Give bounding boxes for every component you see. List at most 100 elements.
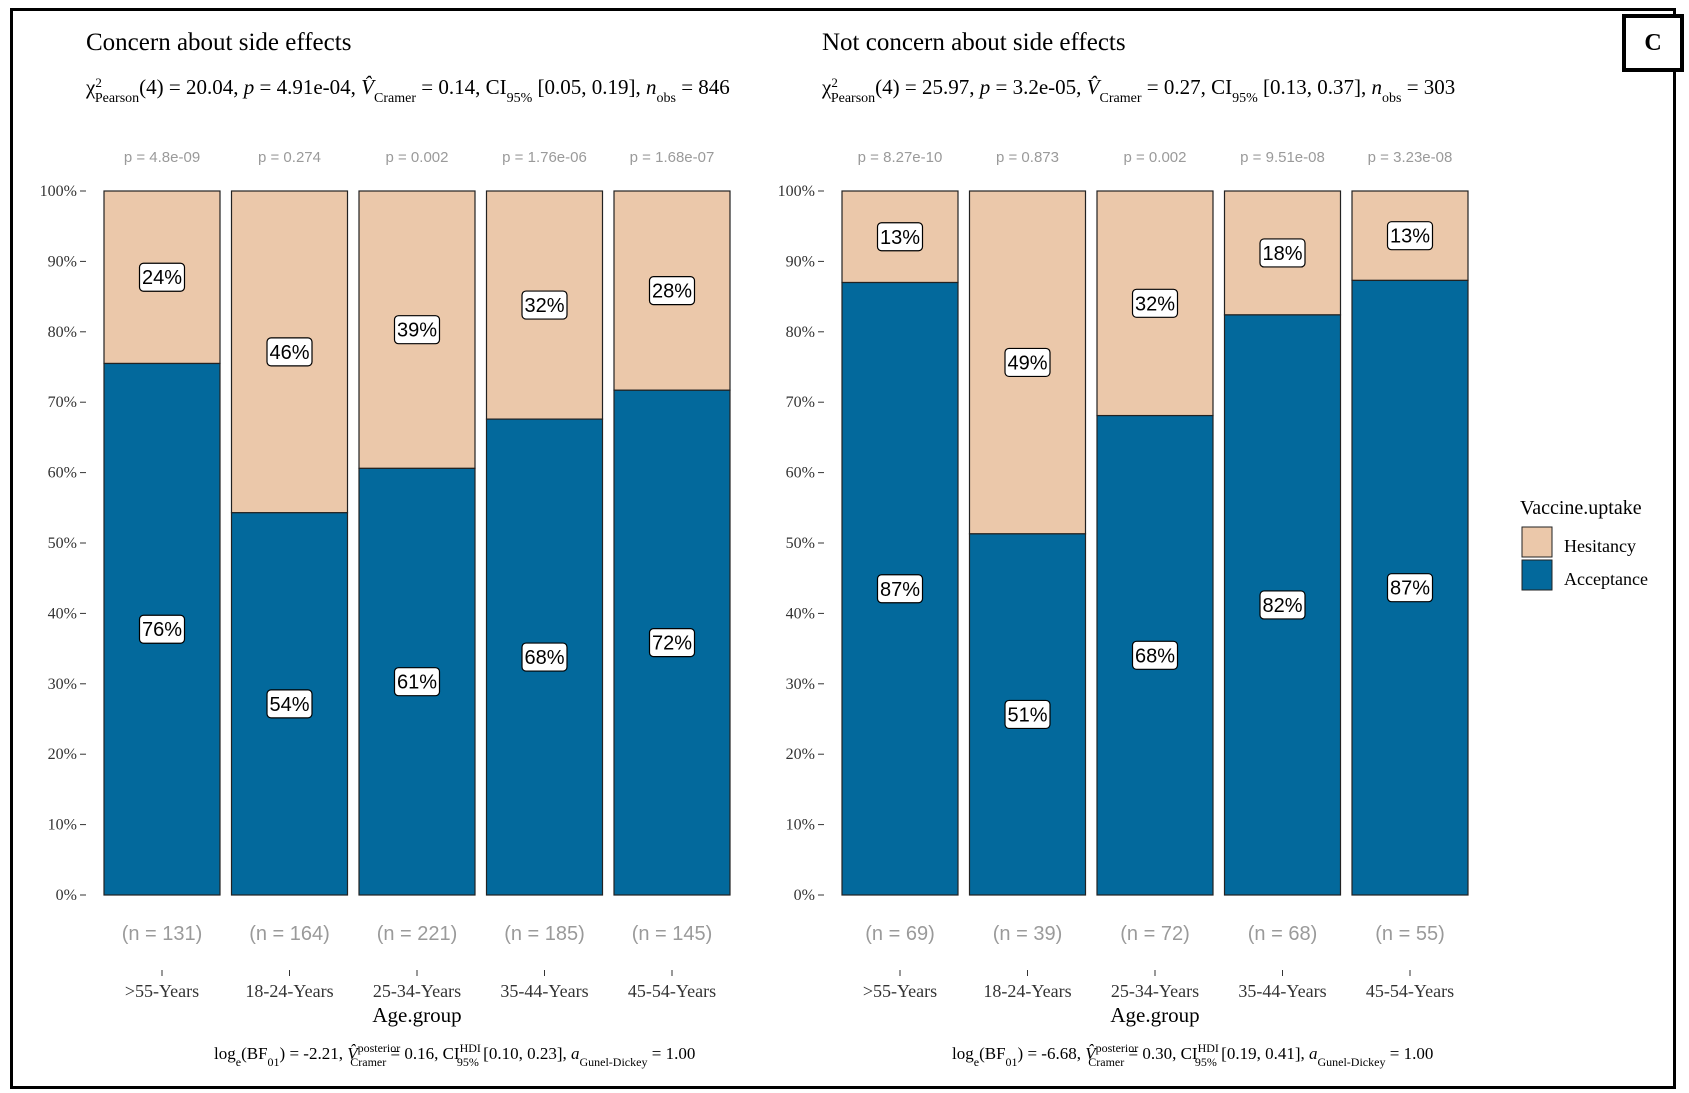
- data-label-acceptance-box: [1131, 640, 1179, 670]
- data-label-hesitancy: 32%: [524, 295, 564, 317]
- n-label: (n = 55): [1375, 923, 1444, 945]
- data-label-hesitancy: 28%: [652, 281, 692, 303]
- data-label-hesitancy: 39%: [397, 320, 437, 342]
- p-value-label: p = 3.23e-08: [1368, 149, 1453, 166]
- data-label-acceptance-group: 82%: [1259, 590, 1306, 620]
- p-value-label: p = 1.68e-07: [630, 149, 715, 166]
- x-tick-label: 35-44-Years: [500, 981, 588, 1001]
- data-label-acceptance-group: 68%: [521, 642, 568, 672]
- y-tick-label: 30%: [48, 676, 77, 693]
- p-value-label: p = 8.27e-10: [858, 149, 943, 166]
- y-tick-label: 90%: [786, 253, 815, 270]
- data-label-hesitancy-box: [266, 337, 313, 367]
- x-tick-label: >55-Years: [125, 981, 199, 1001]
- data-label-hesitancy: 13%: [880, 227, 920, 249]
- panel-letter: C: [1644, 29, 1662, 56]
- data-label-hesitancy-box: [1131, 288, 1179, 318]
- x-tick-label: 25-34-Years: [373, 981, 461, 1001]
- n-label: (n = 131): [122, 923, 203, 945]
- x-tick-label: 25-34-Years: [1111, 981, 1199, 1001]
- data-label-acceptance-group: 68%: [1131, 640, 1179, 670]
- data-label-acceptance-box: [648, 628, 696, 658]
- n-label: (n = 69): [865, 923, 934, 945]
- n-label: (n = 185): [504, 923, 585, 945]
- x-tick-label: 18-24-Years: [983, 981, 1071, 1001]
- data-label-acceptance-box: [876, 574, 924, 604]
- x-tick-label: 35-44-Years: [1238, 981, 1326, 1001]
- legend-label-acceptance: Acceptance: [1564, 569, 1648, 589]
- chart-title-2: Not concern about side effects: [822, 29, 1126, 56]
- data-label-acceptance-group: 76%: [138, 614, 186, 644]
- data-label-acceptance: 72%: [652, 633, 692, 655]
- panel-letter-box: C: [1622, 14, 1684, 72]
- panel-1: 0% 10% 20% 30% 40% 50% 60% 70% 80% 90% 100% 76% 24% p…: [40, 149, 731, 1027]
- legend-swatch-acceptance: [1521, 559, 1553, 591]
- x-tick-label: >55-Years: [863, 981, 937, 1001]
- data-label-acceptance-box: [1386, 573, 1434, 603]
- data-label-hesitancy: 32%: [1135, 293, 1175, 315]
- chart-caption-2: loge(BF01) = -6.68, V̂posterior Cramer = …: [952, 1041, 1433, 1069]
- y-tick-label: 10%: [786, 817, 815, 834]
- n-label: (n = 164): [249, 923, 330, 945]
- bar-hesitancy: [1351, 190, 1469, 282]
- y-tick-label: 40%: [786, 605, 815, 622]
- x-tick-label: 45-54-Years: [1366, 981, 1454, 1001]
- data-label-acceptance: 68%: [524, 647, 564, 669]
- n-label: (n = 145): [632, 923, 713, 945]
- legend-label-hesitancy: Hesitancy: [1564, 536, 1636, 556]
- y-tick-label: 70%: [48, 394, 77, 411]
- data-label-hesitancy-group: 46%: [266, 337, 313, 367]
- data-label-hesitancy-group: 24%: [138, 262, 186, 292]
- data-label-acceptance: 87%: [1390, 578, 1430, 600]
- data-label-hesitancy-box: [393, 315, 441, 345]
- data-label-hesitancy: 24%: [142, 267, 182, 289]
- data-label-acceptance-box: [521, 642, 568, 672]
- data-label-acceptance: 61%: [397, 672, 437, 694]
- y-tick-label: 80%: [48, 324, 77, 341]
- data-label-hesitancy-group: 13%: [1386, 221, 1434, 251]
- data-label-acceptance-group: 87%: [1386, 573, 1434, 603]
- data-label-hesitancy-box: [876, 222, 924, 252]
- figure-frame: [10, 8, 1676, 1089]
- p-value-label: p = 0.274: [258, 149, 321, 166]
- p-value-label: p = 4.8e-09: [124, 149, 200, 166]
- data-label-hesitancy-box: [521, 290, 568, 320]
- y-tick-label: 10%: [48, 817, 77, 834]
- data-label-acceptance: 76%: [142, 619, 182, 641]
- data-label-acceptance: 82%: [1262, 595, 1302, 617]
- chart-caption-1: loge(BF01) = -2.21, V̂posterior Cramer = …: [214, 1041, 695, 1069]
- data-label-acceptance-box: [138, 614, 186, 644]
- y-tick-label: 70%: [786, 394, 815, 411]
- data-label-hesitancy-group: 18%: [1259, 238, 1306, 268]
- plot-area: 0% 10% 20% 30% 40% 50% 60% 70% 80% 90% 100% 76% 24% p…: [40, 149, 1469, 1027]
- data-label-acceptance-box: [266, 689, 313, 719]
- chart-subtitle-2: χ2 Pearson(4) = 25.97, p = 3.2e-05, V̂Cra…: [821, 75, 1455, 106]
- data-label-acceptance: 51%: [1007, 704, 1047, 726]
- n-label: (n = 39): [993, 923, 1062, 945]
- y-tick-label: 40%: [48, 605, 77, 622]
- panel-2: 0% 10% 20% 30% 40% 50% 60% 70% 80% 90% 100% 87% 13% p…: [778, 149, 1469, 1027]
- n-label: (n = 68): [1248, 923, 1317, 945]
- p-value-label: p = 9.51e-08: [1240, 149, 1325, 166]
- legend: Vaccine.uptake Hesitancy Acceptance: [1520, 497, 1648, 591]
- chart-title-1: Concern about side effects: [86, 29, 351, 56]
- y-tick-label: 90%: [48, 253, 77, 270]
- legend-swatch-hesitancy: [1521, 526, 1553, 558]
- y-tick-label: 50%: [786, 535, 815, 552]
- y-tick-label: 60%: [786, 465, 815, 482]
- y-tick-label: 30%: [786, 676, 815, 693]
- data-label-acceptance-box: [393, 667, 441, 697]
- legend-title: Vaccine.uptake: [1520, 497, 1642, 519]
- data-label-hesitancy-box: [1386, 221, 1434, 251]
- data-label-acceptance-box: [1004, 699, 1051, 730]
- data-label-acceptance: 54%: [269, 694, 309, 716]
- data-label-hesitancy-box: [1004, 347, 1051, 378]
- data-label-acceptance: 68%: [1135, 645, 1175, 667]
- y-tick-label: 50%: [48, 535, 77, 552]
- x-axis-label: Age.group: [372, 1003, 461, 1027]
- data-label-hesitancy: 18%: [1262, 243, 1302, 265]
- data-label-hesitancy-group: 49%: [1004, 347, 1051, 378]
- data-label-acceptance-group: 54%: [266, 689, 313, 719]
- data-label-hesitancy: 13%: [1390, 226, 1430, 248]
